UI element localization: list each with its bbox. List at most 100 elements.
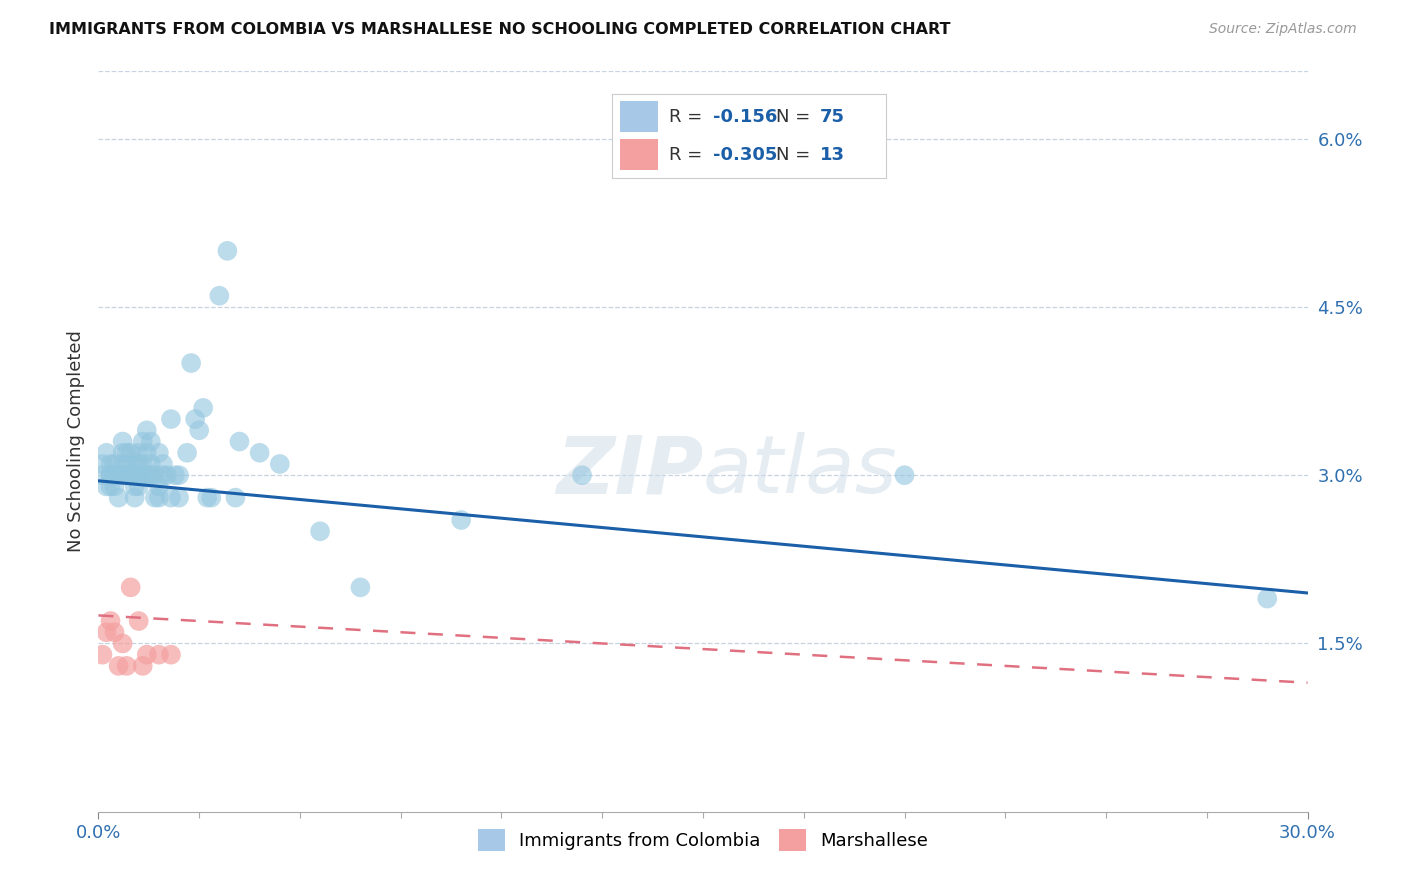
Point	[132, 468, 155, 483]
Point	[135, 446, 157, 460]
Text: 13: 13	[820, 145, 845, 163]
Point	[135, 468, 157, 483]
Text: N =: N =	[776, 145, 815, 163]
Point	[100, 457, 122, 471]
Point	[148, 479, 170, 493]
Text: 75: 75	[820, 108, 845, 126]
Point	[111, 636, 134, 650]
Point	[135, 648, 157, 662]
Legend: Immigrants from Colombia, Marshallese: Immigrants from Colombia, Marshallese	[471, 822, 935, 858]
Text: ZIP: ZIP	[555, 432, 703, 510]
Y-axis label: No Schooling Completed: No Schooling Completed	[66, 331, 84, 552]
Point	[103, 457, 125, 471]
Point	[148, 446, 170, 460]
Point	[228, 434, 250, 449]
Point	[143, 491, 166, 505]
Point	[128, 468, 150, 483]
Point	[132, 659, 155, 673]
Point	[132, 457, 155, 471]
Point	[96, 625, 118, 640]
Point	[103, 468, 125, 483]
Point	[120, 468, 142, 483]
Point	[217, 244, 239, 258]
Text: -0.156: -0.156	[713, 108, 778, 126]
Point	[128, 446, 150, 460]
Point	[124, 479, 146, 493]
Point	[124, 468, 146, 483]
Point	[111, 446, 134, 460]
Point	[103, 479, 125, 493]
Point	[167, 491, 190, 505]
Point	[115, 457, 138, 471]
Point	[160, 648, 183, 662]
Point	[103, 468, 125, 483]
Point	[100, 468, 122, 483]
Point	[163, 468, 186, 483]
Point	[152, 457, 174, 471]
Bar	[620, 102, 658, 132]
Point	[180, 356, 202, 370]
Point	[96, 446, 118, 460]
Point	[139, 457, 162, 471]
Point	[120, 580, 142, 594]
Point	[124, 457, 146, 471]
Point	[188, 423, 211, 437]
Text: R =: R =	[669, 145, 709, 163]
Point	[103, 625, 125, 640]
Point	[100, 614, 122, 628]
Point	[128, 614, 150, 628]
Point	[91, 648, 114, 662]
Point	[152, 468, 174, 483]
Point	[128, 479, 150, 493]
Point	[160, 491, 183, 505]
Text: IMMIGRANTS FROM COLOMBIA VS MARSHALLESE NO SCHOOLING COMPLETED CORRELATION CHART: IMMIGRANTS FROM COLOMBIA VS MARSHALLESE …	[49, 22, 950, 37]
Point	[111, 468, 134, 483]
Point	[124, 491, 146, 505]
Point	[107, 659, 129, 673]
Point	[107, 491, 129, 505]
Point	[115, 446, 138, 460]
Point	[224, 491, 246, 505]
Text: atlas: atlas	[703, 432, 898, 510]
Point	[148, 648, 170, 662]
Point	[120, 468, 142, 483]
Bar	[620, 139, 658, 169]
Point	[176, 446, 198, 460]
Point	[115, 468, 138, 483]
Point	[193, 401, 215, 415]
Point	[107, 468, 129, 483]
Point	[195, 491, 218, 505]
Point	[893, 468, 915, 483]
Point	[107, 468, 129, 483]
Point	[200, 491, 222, 505]
Point	[135, 423, 157, 437]
Point	[100, 468, 122, 483]
Point	[349, 580, 371, 594]
Text: Source: ZipAtlas.com: Source: ZipAtlas.com	[1209, 22, 1357, 37]
Point	[91, 457, 114, 471]
Point	[120, 446, 142, 460]
Point	[156, 468, 179, 483]
Text: R =: R =	[669, 108, 709, 126]
Point	[269, 457, 291, 471]
Text: N =: N =	[776, 108, 815, 126]
Text: -0.305: -0.305	[713, 145, 778, 163]
Point	[132, 434, 155, 449]
Point	[208, 289, 231, 303]
Point	[128, 457, 150, 471]
Point	[111, 457, 134, 471]
Point	[115, 659, 138, 673]
Point	[450, 513, 472, 527]
Point	[167, 468, 190, 483]
Point	[184, 412, 207, 426]
Point	[1256, 591, 1278, 606]
Point	[160, 412, 183, 426]
Point	[91, 468, 114, 483]
Point	[249, 446, 271, 460]
Point	[111, 434, 134, 449]
Point	[139, 468, 162, 483]
Point	[148, 491, 170, 505]
Point	[100, 479, 122, 493]
Point	[571, 468, 593, 483]
Point	[309, 524, 332, 539]
